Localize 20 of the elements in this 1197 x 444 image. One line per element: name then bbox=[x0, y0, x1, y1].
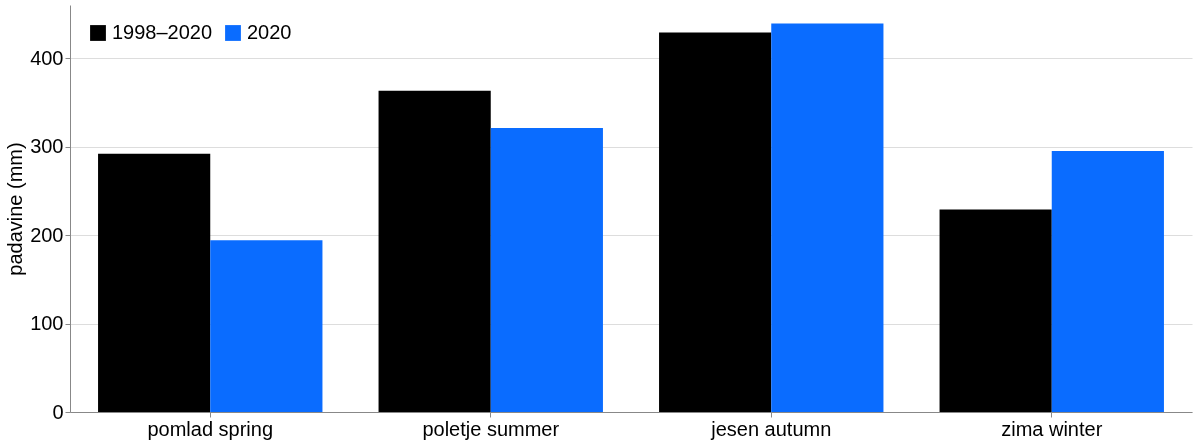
y-tick-label: 100 bbox=[30, 312, 64, 335]
bar bbox=[771, 23, 884, 412]
bar bbox=[939, 209, 1052, 412]
y-tick-label: 300 bbox=[30, 135, 64, 158]
legend-label: 1998–2020 bbox=[112, 21, 213, 43]
y-tick-label: 0 bbox=[52, 400, 64, 423]
y-tick-label: 400 bbox=[30, 46, 64, 69]
bar bbox=[98, 153, 211, 412]
x-tick-label: jesen autumn bbox=[710, 417, 832, 440]
x-tick-label: poletje summer bbox=[422, 417, 560, 440]
y-tick-label: 200 bbox=[30, 223, 64, 246]
bar bbox=[490, 127, 603, 412]
bar bbox=[210, 240, 323, 412]
bar bbox=[378, 90, 491, 412]
x-tick-label: pomlad spring bbox=[147, 417, 274, 440]
legend-label: 2020 bbox=[247, 21, 292, 43]
y-axis-title: padavine (mm) bbox=[4, 142, 27, 276]
bar bbox=[659, 32, 772, 412]
x-tick-label: zima winter bbox=[1001, 417, 1103, 440]
bar bbox=[1051, 150, 1164, 412]
